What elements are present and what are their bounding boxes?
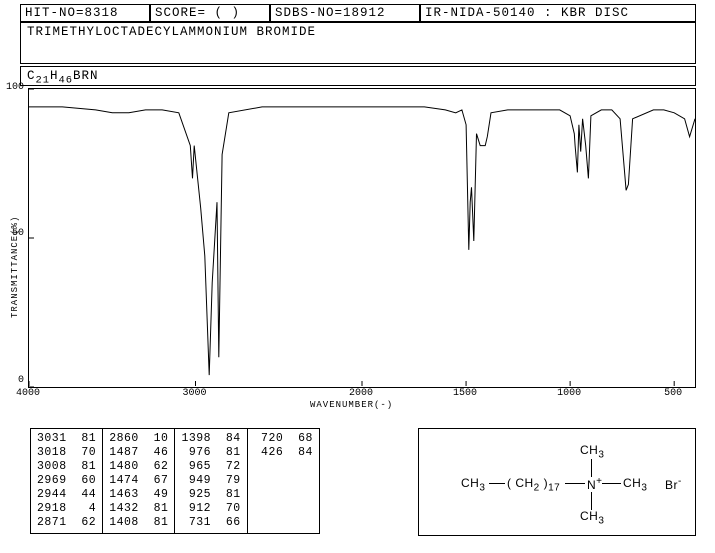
peak-row: 3018 70 xyxy=(37,446,96,460)
y-axis-label: TRANSMITTANCE(%) xyxy=(10,216,20,318)
peak-row: 720 68 xyxy=(254,432,313,446)
formula-box: C21H46BRN xyxy=(20,66,696,86)
xtick-500: 500 xyxy=(655,388,691,399)
method: IR-NIDA-50140 : KBR DISC xyxy=(420,4,696,22)
peak-row: 1487 46 xyxy=(109,446,168,460)
struct-right-ch3: CH3 xyxy=(623,476,647,493)
peak-row: 1398 84 xyxy=(181,432,240,446)
peak-row: 2969 60 xyxy=(37,474,96,488)
peak-row: 2871 62 xyxy=(37,516,96,530)
bond-top xyxy=(591,459,592,477)
peak-row: 1432 81 xyxy=(109,502,168,516)
peak-row: 3031 81 xyxy=(37,432,96,446)
peak-row: 912 70 xyxy=(181,502,240,516)
peak-row: 2860 10 xyxy=(109,432,168,446)
peak-column: 3031 813018 703008 812969 602944 442918 … xyxy=(31,429,103,533)
bond-left2 xyxy=(565,483,585,484)
peak-column: 720 68 426 84 xyxy=(248,429,319,533)
hit-no: HIT-NO=8318 xyxy=(20,4,150,22)
score: SCORE= ( ) xyxy=(150,4,270,22)
peak-row: 1474 67 xyxy=(109,474,168,488)
struct-top-ch3: CH3 xyxy=(580,443,604,460)
peak-row: 731 66 xyxy=(181,516,240,530)
peak-row: 965 72 xyxy=(181,460,240,474)
peak-row: 1463 49 xyxy=(109,488,168,502)
compound-name-box: TRIMETHYLOCTADECYLAMMONIUM BROMIDE xyxy=(20,22,696,64)
xtick-1500: 1500 xyxy=(447,388,483,399)
peak-row: 2944 44 xyxy=(37,488,96,502)
bond-bottom xyxy=(591,492,592,510)
peak-row: 426 84 xyxy=(254,446,313,460)
peak-row: 2918 4 xyxy=(37,502,96,516)
bond-right xyxy=(602,483,621,484)
struct-chain: ( CH2 )17 xyxy=(507,476,560,493)
peak-row: 1480 62 xyxy=(109,460,168,474)
compound-name: TRIMETHYLOCTADECYLAMMONIUM BROMIDE xyxy=(27,25,316,39)
struct-left-chain: CH3 xyxy=(461,476,485,493)
xtick-3000: 3000 xyxy=(177,388,213,399)
x-axis-label: WAVENUMBER(-) xyxy=(310,400,393,410)
sdbs-no: SDBS-NO=18912 xyxy=(270,4,420,22)
structure-box: N+ CH3 CH3 CH3 CH3 ( CH2 )17 Br- xyxy=(418,428,696,536)
struct-br: Br- xyxy=(665,476,682,492)
ytick-0: 0 xyxy=(2,375,24,386)
peak-row: 1408 81 xyxy=(109,516,168,530)
xtick-4000: 4000 xyxy=(10,388,46,399)
struct-n: N+ xyxy=(587,476,603,492)
peak-column: 1398 84 976 81 965 72 949 79 925 81 912 … xyxy=(175,429,247,533)
plot-border xyxy=(28,88,696,388)
peak-column: 2860 101487 461480 621474 671463 491432 … xyxy=(103,429,175,533)
ytick-100: 100 xyxy=(2,82,24,93)
peak-row: 3008 81 xyxy=(37,460,96,474)
struct-bottom-ch3: CH3 xyxy=(580,509,604,526)
peak-table: 3031 813018 703008 812969 602944 442918 … xyxy=(30,428,320,534)
spectrum-line xyxy=(29,89,695,387)
chart-area: 100 50 0 TRANSMITTANCE(%) 40003000200015… xyxy=(0,88,715,408)
peak-row: 976 81 xyxy=(181,446,240,460)
peak-row: 949 79 xyxy=(181,474,240,488)
peak-row: 925 81 xyxy=(181,488,240,502)
bond-left1 xyxy=(489,483,505,484)
header-row: HIT-NO=8318 SCORE= ( ) SDBS-NO=18912 IR-… xyxy=(20,4,696,22)
xtick-2000: 2000 xyxy=(343,388,379,399)
xtick-1000: 1000 xyxy=(551,388,587,399)
formula: C21H46BRN xyxy=(27,69,99,83)
